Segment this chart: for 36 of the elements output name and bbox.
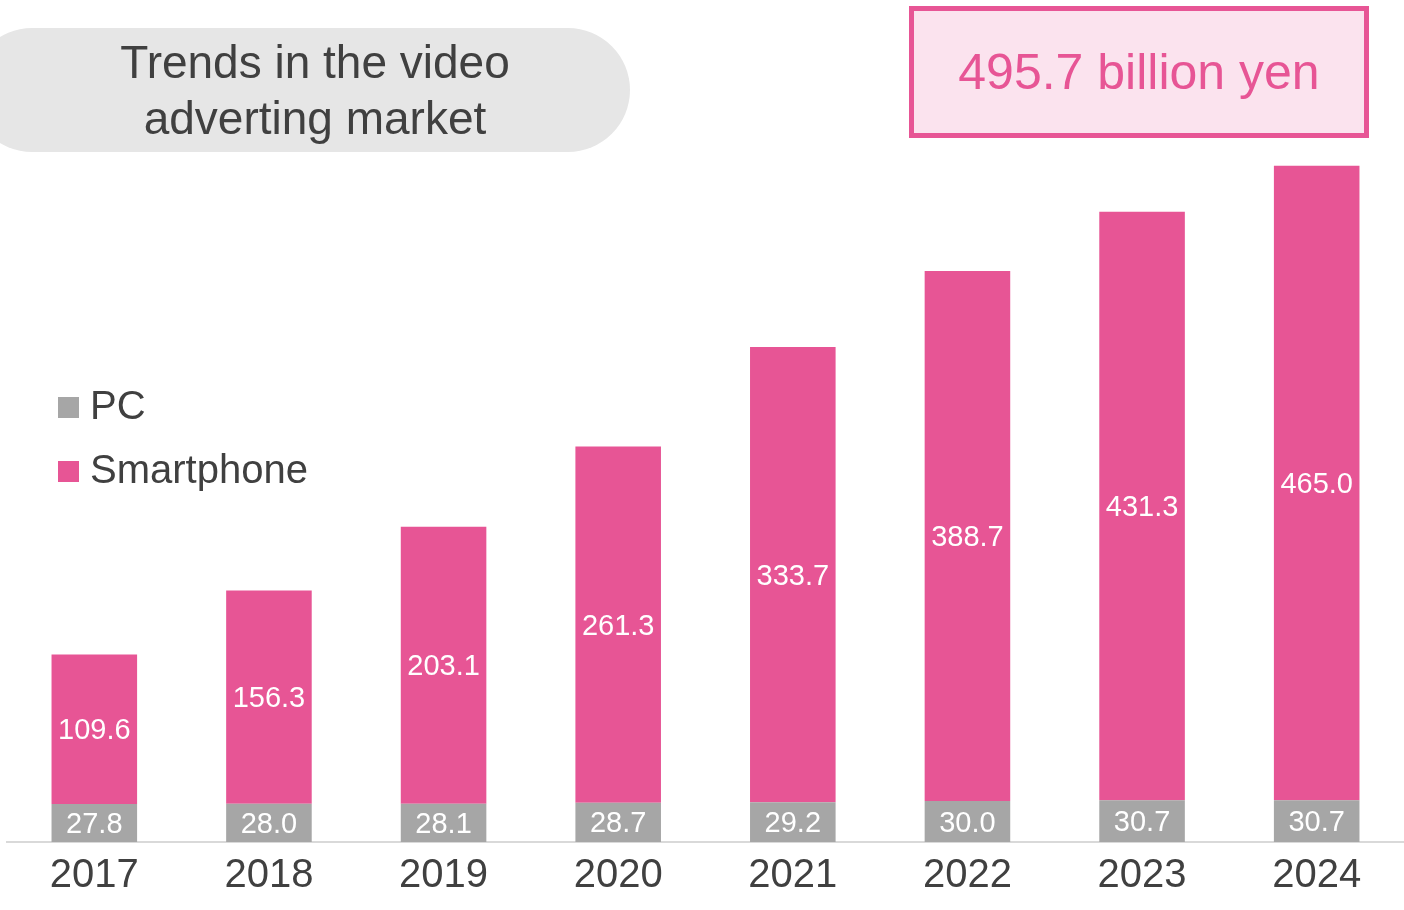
x-tick-label: 2021 xyxy=(748,851,838,896)
bar xyxy=(750,347,836,803)
bar xyxy=(400,526,487,804)
data-label: 465.0 xyxy=(1280,467,1353,499)
data-label: 203.1 xyxy=(407,649,480,682)
x-tick-label: 2022 xyxy=(922,851,1012,896)
data-label: 28.1 xyxy=(415,806,472,839)
text: 495.7 billion yen xyxy=(909,6,1369,138)
chart-title: Trends in the video adverting market xyxy=(119,35,511,146)
bar xyxy=(575,446,661,803)
bar xyxy=(924,270,1011,802)
legend-label: PC xyxy=(90,383,146,428)
x-tick-label: 2024 xyxy=(1272,851,1362,896)
data-label: 156.3 xyxy=(232,681,306,714)
data-label: 29.2 xyxy=(764,806,822,839)
data-label: 28.0 xyxy=(240,806,298,839)
x-tick-label: 2020 xyxy=(573,851,663,896)
bar xyxy=(1273,165,1360,801)
data-label: 27.8 xyxy=(66,807,123,840)
x-tick-label: 2023 xyxy=(1097,851,1187,896)
bar xyxy=(51,654,138,805)
x-tick-label: 2019 xyxy=(399,851,489,896)
data-label: 388.7 xyxy=(931,519,1004,552)
x-tick-label: 2018 xyxy=(224,851,314,896)
data-label: 30.7 xyxy=(1288,805,1345,838)
bar xyxy=(1099,211,1185,801)
data-label: 109.6 xyxy=(58,713,131,746)
data-label: 30.7 xyxy=(1113,805,1171,838)
data-label: 261.3 xyxy=(581,608,655,641)
x-tick-label: 2017 xyxy=(49,851,139,896)
data-label: 28.7 xyxy=(589,806,647,839)
bar xyxy=(226,590,312,804)
legend-label: Smartphone xyxy=(90,447,308,492)
data-label: 30.0 xyxy=(939,805,996,838)
data-label: 333.7 xyxy=(756,558,830,591)
data-label: 431.3 xyxy=(1105,489,1179,522)
